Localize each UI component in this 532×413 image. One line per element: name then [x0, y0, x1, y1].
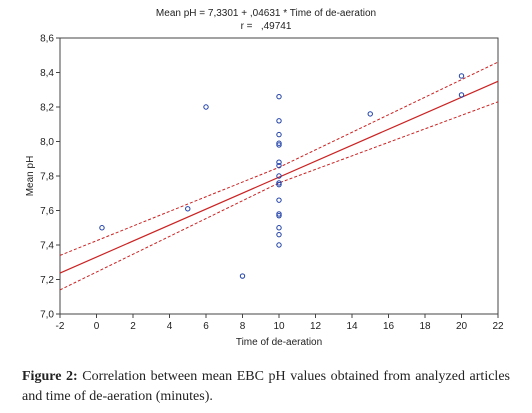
- y-tick-label: 8,6: [40, 34, 54, 45]
- y-tick-label: 8,4: [40, 68, 54, 79]
- regression-line: [59, 80, 499, 274]
- data-points: [99, 73, 465, 279]
- data-point: [276, 93, 282, 100]
- x-axis: -2 0 2 4 6 8 10 12 14 16 18 20 22: [56, 314, 504, 332]
- figure-caption: Figure 2: Correlation between mean EBC p…: [22, 367, 510, 407]
- data-point: [185, 206, 191, 212]
- data-point: [276, 212, 282, 219]
- data-point: [276, 180, 282, 186]
- data-point: [276, 242, 282, 248]
- x-axis-title: Time of de-aeration: [236, 337, 322, 348]
- x-tick-label: 14: [346, 321, 358, 332]
- x-tick-label: 6: [203, 321, 209, 332]
- chart-title: Mean pH = 7,3301 + ,04631 * Time of de-a…: [156, 8, 376, 19]
- data-point: [458, 92, 465, 98]
- x-tick-label: 18: [419, 321, 431, 332]
- x-tick-label: 8: [240, 321, 246, 332]
- y-tick-label: 7,4: [40, 241, 54, 252]
- data-point: [276, 142, 282, 148]
- data-point: [99, 225, 105, 231]
- x-tick-label: 2: [130, 321, 136, 332]
- x-tick-label: 0: [94, 321, 100, 332]
- data-point: [239, 273, 246, 279]
- data-point: [276, 131, 282, 138]
- y-tick-label: 8,2: [40, 103, 54, 114]
- confidence-band: [59, 61, 499, 291]
- data-point: [276, 197, 282, 203]
- x-tick-label: 22: [492, 321, 504, 332]
- data-point: [276, 225, 282, 231]
- x-tick-label: 4: [167, 321, 173, 332]
- data-point: [276, 211, 282, 217]
- scatter-chart: Mean pH = 7,3301 + ,04631 * Time of de-a…: [25, 8, 504, 348]
- data-point: [276, 140, 282, 146]
- figure-label: Figure 2:: [22, 369, 78, 384]
- x-tick-label: 12: [310, 321, 322, 332]
- y-tick-label: 7,0: [40, 310, 54, 321]
- confidence-band-upper: [59, 61, 499, 256]
- caption-text: Correlation between mean EBC pH values o…: [22, 369, 510, 404]
- data-point: [276, 173, 282, 179]
- data-point: [276, 118, 282, 124]
- data-point: [276, 162, 282, 169]
- x-tick-label: -2: [56, 321, 65, 332]
- y-tick-label: 8,0: [40, 137, 54, 148]
- x-tick-label: 20: [456, 321, 468, 332]
- confidence-band-lower: [59, 101, 499, 291]
- y-tick-label: 7,6: [40, 206, 54, 217]
- x-tick-label: 16: [383, 321, 395, 332]
- data-point: [276, 159, 282, 165]
- y-tick-label: 7,8: [40, 172, 54, 183]
- y-axis: 7,0 7,2 7,4 7,6 7,8 8,0 8,2 8,4 8,6: [40, 34, 60, 321]
- data-point: [276, 181, 282, 188]
- data-point: [458, 73, 465, 79]
- chart-subtitle: r = ,49741: [241, 21, 292, 32]
- y-tick-label: 7,2: [40, 275, 54, 286]
- y-axis-title: Mean pH: [25, 156, 36, 197]
- plot-frame: [59, 37, 499, 315]
- x-tick-label: 10: [273, 321, 285, 332]
- regression-line-group: [59, 80, 499, 274]
- data-point: [203, 104, 209, 110]
- data-point: [276, 231, 282, 238]
- data-point: [367, 111, 373, 117]
